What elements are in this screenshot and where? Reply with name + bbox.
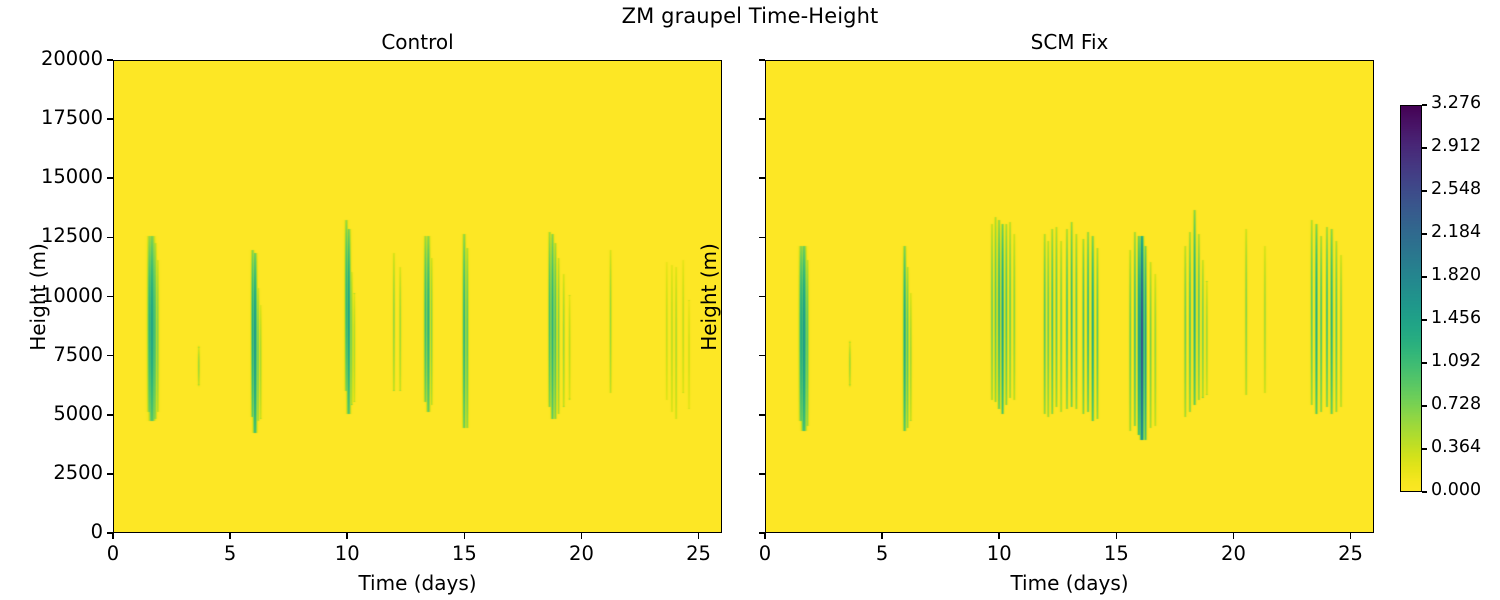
x-tickmark [764, 533, 766, 539]
y-axis-label-right-panel: Height (m) [697, 242, 721, 351]
colorbar-tickmark [1422, 491, 1427, 493]
y-tickmark [107, 473, 113, 475]
y-axis-label: Height (m) [26, 242, 50, 351]
x-tickmark [998, 533, 1001, 539]
y-tickmark [759, 177, 765, 180]
x-tickmark [1232, 533, 1235, 539]
colorbar-tickmark [1422, 190, 1427, 192]
colorbar [1400, 105, 1422, 492]
y-tickmark [107, 532, 113, 534]
colorbar-tick-label: 2.548 [1431, 179, 1482, 199]
colorbar-tickmark [1422, 405, 1427, 407]
subplot-title-scm-fix: SCM Fix [1030, 30, 1109, 54]
y-tick-label: 2500 [53, 460, 103, 484]
x-tick-label: 20 [569, 542, 594, 565]
y-tick-label: 0 [90, 520, 103, 543]
x-tickmark [1115, 533, 1118, 539]
y-tickmark [107, 118, 113, 120]
colorbar-tickmark [1422, 362, 1427, 364]
y-tick-label: 12500 [40, 224, 103, 248]
y-tickmark [107, 295, 113, 298]
heatmap-panel-scm-fix [765, 60, 1374, 533]
x-tick-label: 25 [1338, 542, 1363, 565]
x-tickmark [112, 533, 114, 539]
heatmap-panel-control [113, 60, 722, 533]
x-tickmark [881, 533, 883, 539]
y-tickmark [107, 354, 113, 357]
y-tick-label: 10000 [40, 283, 103, 307]
x-tick-label: 20 [1221, 542, 1246, 565]
y-tickmark [759, 295, 765, 298]
y-tick-label: 17500 [40, 106, 103, 130]
colorbar-tick-label: 0.364 [1431, 437, 1482, 457]
x-tick-label: 0 [758, 542, 772, 565]
y-tickmark [759, 118, 765, 120]
colorbar-tickmark [1422, 319, 1427, 321]
y-tickmark [759, 59, 765, 61]
x-axis-label: Time (days) [1010, 571, 1129, 595]
colorbar-tickmark [1422, 104, 1427, 106]
colorbar-tick-label: 1.820 [1431, 265, 1482, 285]
x-tickmark [463, 533, 466, 539]
colorbar-tick-label: 1.092 [1431, 351, 1482, 371]
y-tickmark [107, 413, 113, 416]
x-tick-label: 15 [1103, 542, 1129, 565]
x-tick-label: 10 [334, 542, 360, 565]
x-tickmark [229, 533, 231, 539]
colorbar-tick-label: 0.000 [1431, 480, 1482, 500]
y-tickmark [759, 236, 765, 239]
y-tickmark [107, 59, 113, 61]
y-tickmark [107, 177, 113, 180]
x-tick-label: 15 [451, 542, 477, 565]
colorbar-tick-label: 2.912 [1431, 136, 1482, 156]
x-tickmark [697, 533, 700, 539]
x-tickmark [580, 533, 583, 539]
x-tick-label: 5 [875, 542, 889, 565]
x-tick-label: 25 [686, 542, 711, 565]
colorbar-tick-label: 0.728 [1431, 394, 1482, 414]
colorbar-tickmark [1422, 147, 1427, 149]
y-tick-label: 20000 [40, 47, 103, 70]
y-tick-label: 15000 [40, 165, 103, 189]
colorbar-tick-label: 3.276 [1431, 93, 1482, 113]
colorbar-tickmark [1422, 448, 1427, 450]
colorbar-tickmark [1422, 276, 1427, 278]
x-tick-label: 0 [106, 542, 120, 565]
y-tickmark [759, 413, 765, 416]
x-tickmark [1349, 533, 1352, 539]
x-tick-label: 5 [223, 542, 237, 565]
x-tick-label: 10 [986, 542, 1012, 565]
colorbar-tickmark [1422, 233, 1427, 235]
y-tickmark [107, 236, 113, 239]
x-axis-label: Time (days) [358, 571, 477, 595]
subplot-title-control: Control [381, 30, 454, 54]
x-tickmark [346, 533, 349, 539]
colorbar-tick-label: 1.456 [1431, 308, 1482, 328]
figure-suptitle: ZM graupel Time-Height [621, 4, 879, 28]
y-tickmark [759, 473, 765, 475]
y-tickmark [759, 532, 765, 534]
y-tick-label: 5000 [53, 401, 103, 425]
y-tick-label: 7500 [53, 342, 103, 366]
y-tickmark [759, 354, 765, 357]
colorbar-tick-label: 2.184 [1431, 222, 1482, 242]
